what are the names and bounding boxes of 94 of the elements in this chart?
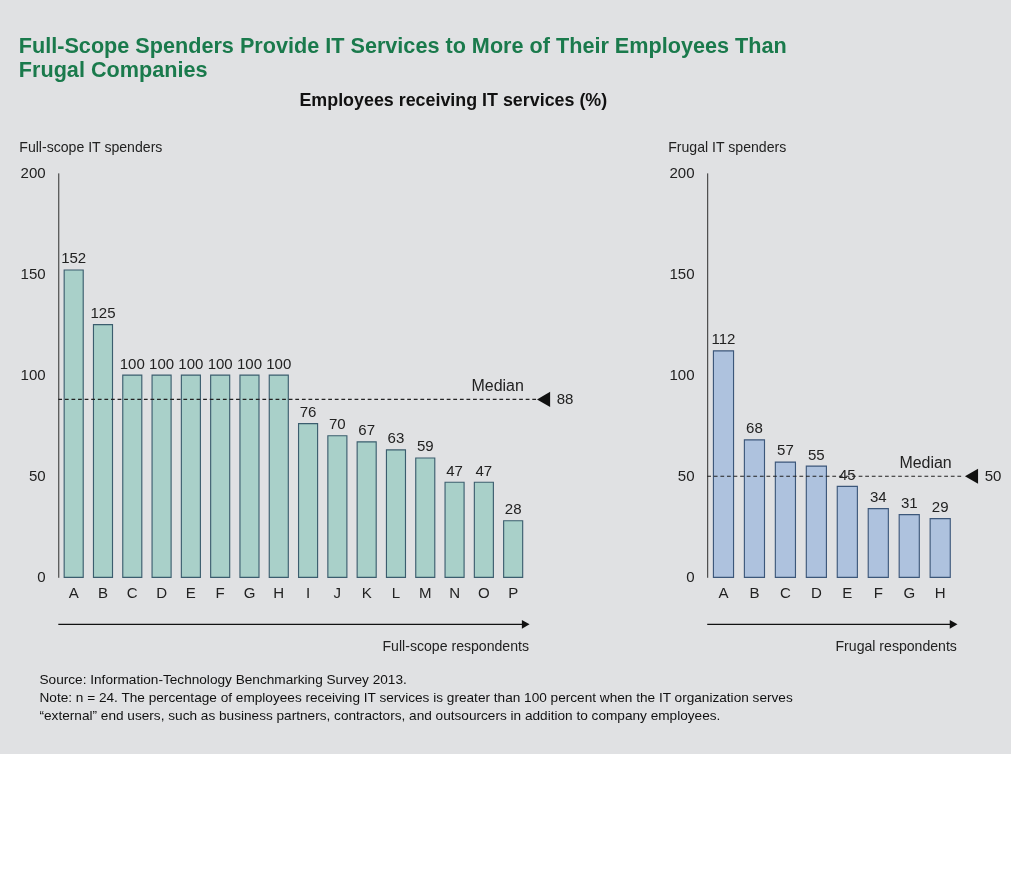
data-label: 100 [266, 354, 292, 372]
data-label: 31 [900, 494, 918, 512]
y-tick-label: 150 [669, 265, 695, 283]
data-label: 76 [299, 403, 317, 421]
x-tick-label: H [934, 583, 946, 601]
bar [774, 461, 797, 578]
x-axis-title: Full-scope respondents [382, 638, 530, 655]
text: Note: n = 24. The percentage of employees receiving IT services is greater than 100 percent when the IT organization serves “external” end users, such as business partners, contractors, and outsourcers in addition to company employees. [39, 689, 793, 723]
bar [63, 269, 84, 578]
bar [151, 374, 172, 578]
x-tick-label: C [126, 583, 138, 601]
x-tick-label: E [842, 583, 853, 601]
bar [415, 457, 436, 578]
data-label: 29 [931, 498, 949, 516]
data-label: 63 [387, 429, 405, 447]
x-tick-label: O [478, 583, 490, 601]
chart-subtitle: Employees receiving IT services (%) [299, 90, 608, 111]
bar [444, 481, 465, 578]
bar [122, 374, 143, 578]
x-axis-title: Frugal respondents [835, 638, 957, 655]
bar [867, 508, 889, 578]
data-label: 100 [207, 354, 233, 372]
data-label: 47 [446, 461, 463, 479]
data-label: 47 [475, 461, 493, 479]
data-label: 70 [329, 415, 346, 433]
x-tick-label: B [749, 583, 760, 601]
y-tick-label: 200 [669, 164, 695, 182]
y-tick-label: 0 [686, 568, 695, 586]
x-tick-label: D [810, 583, 822, 601]
x-tick-label: H [273, 583, 285, 601]
bar [239, 374, 260, 578]
y-tick-label: 100 [669, 366, 695, 384]
bar [929, 518, 951, 578]
bar [898, 514, 920, 578]
y-tick-label: 100 [20, 366, 46, 384]
data-label: 59 [416, 437, 434, 455]
y-tick-label: 0 [37, 568, 46, 586]
x-tick-label: P [508, 583, 519, 601]
bar [268, 374, 289, 578]
bar [385, 449, 407, 578]
data-label: 152 [61, 249, 87, 267]
text: 88 [556, 390, 574, 408]
bar [92, 324, 114, 578]
x-tick-label: B [97, 583, 108, 601]
x-tick-label: F [215, 583, 225, 601]
data-label: 28 [504, 500, 522, 518]
data-label: 112 [711, 330, 736, 348]
data-label: 100 [236, 354, 263, 372]
data-label: 45 [838, 465, 856, 483]
data-label: 34 [869, 487, 887, 505]
bar [210, 374, 231, 578]
y-axis-title: Frugal IT spenders [668, 138, 787, 155]
x-tick-label: L [391, 583, 401, 601]
y-tick-label: 200 [20, 164, 46, 182]
data-label: 68 [746, 419, 763, 437]
data-label: 100 [149, 354, 175, 372]
chart-title: Full-Scope Spenders Provide IT Services to More of Their Employees Than Frugal Companies [18, 33, 787, 82]
data-label: 55 [807, 445, 825, 463]
bar [503, 520, 524, 578]
x-tick-label: E [185, 583, 196, 601]
x-tick-label: A [68, 583, 79, 601]
data-label: 67 [358, 421, 376, 439]
x-tick-label: N [449, 583, 460, 601]
ref-line-label: Median [899, 453, 952, 471]
y-axis-title: Full-scope IT spenders [19, 138, 163, 155]
bar [836, 485, 858, 578]
data-label: 57 [777, 441, 794, 459]
x-tick-label: K [361, 583, 372, 601]
data-label: 125 [90, 303, 116, 321]
bar [743, 439, 766, 578]
x-tick-label: M [419, 583, 432, 601]
bar [327, 435, 348, 578]
text: 50 [984, 466, 1002, 484]
y-tick-label: 150 [20, 265, 46, 283]
bar [805, 465, 827, 578]
bar [356, 441, 377, 578]
x-tick-label: I [305, 583, 311, 601]
x-tick-label: G [243, 583, 256, 601]
bar [297, 423, 319, 578]
ref-line-label: Median [471, 376, 524, 394]
x-tick-label: G [903, 583, 916, 601]
data-label: 100 [178, 354, 204, 372]
bar [712, 350, 735, 578]
x-tick-label: C [779, 583, 791, 601]
y-tick-label: 50 [28, 467, 46, 485]
x-tick-label: A [718, 583, 729, 601]
data-label: 100 [119, 354, 145, 372]
x-tick-label: F [873, 583, 883, 601]
y-tick-label: 50 [677, 467, 695, 485]
bar [473, 481, 494, 578]
source-note: Source: Information-Technology Benchmarking Survey 2013. [39, 672, 407, 688]
x-tick-label: J [333, 583, 342, 601]
x-tick-label: D [156, 583, 168, 601]
bar [180, 374, 201, 578]
